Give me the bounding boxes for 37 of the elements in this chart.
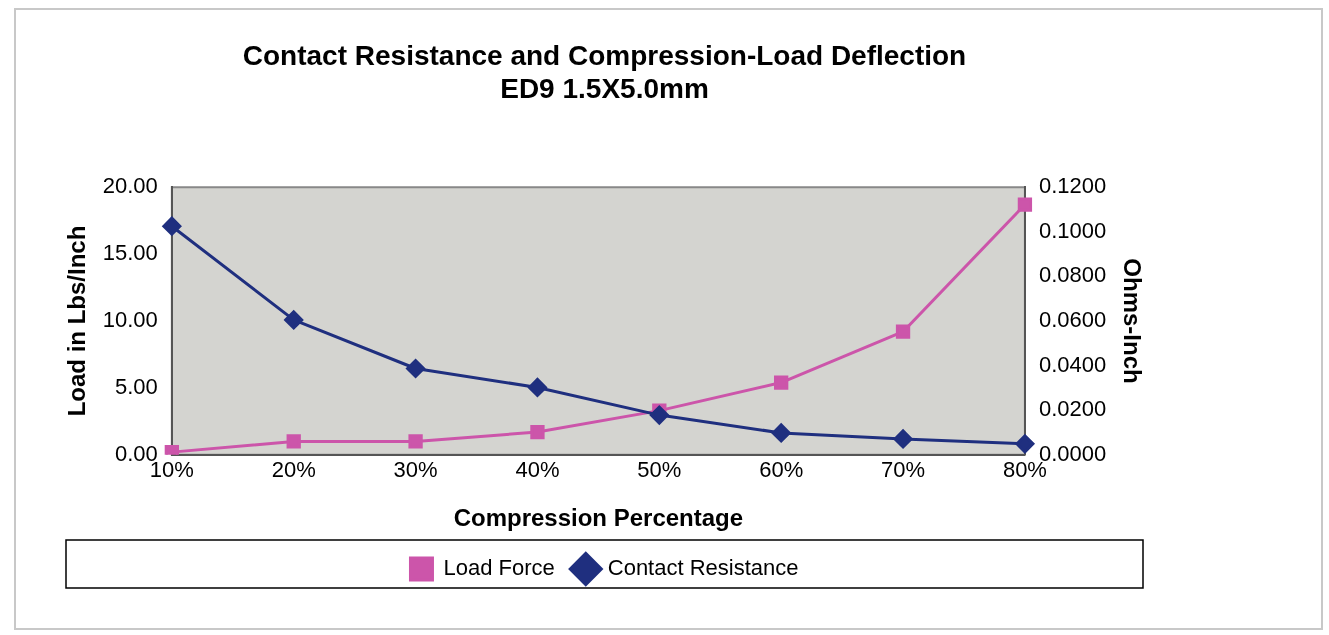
y2-tick-label: 0.1000: [1038, 217, 1107, 243]
point: [771, 423, 791, 443]
point: [408, 434, 423, 449]
point: [1017, 197, 1033, 212]
legend-label: Contact Resistance: [607, 555, 799, 581]
x-tick-label: 20%: [271, 457, 316, 483]
point: [286, 434, 301, 449]
text: ED9 1.5X5.0mm: [500, 73, 709, 105]
y2-tick-label: 0.0200: [1038, 396, 1107, 422]
x-tick-label: 70%: [881, 457, 926, 483]
y-axis-title: Load in Lbs/Inch: [63, 225, 91, 417]
point: [162, 216, 182, 236]
point: [1015, 434, 1035, 454]
y2-tick-label: 0.0400: [1038, 351, 1107, 377]
x-tick-label: 50%: [637, 457, 682, 483]
point: [284, 310, 304, 330]
y-tick-label: 15.00: [102, 240, 158, 266]
y2-axis-title: Ohms-Inch: [1118, 258, 1146, 384]
text: Contact Resistance and Compression-Load Deflection: [242, 39, 967, 71]
point: [406, 359, 426, 378]
point: [527, 377, 547, 397]
x-tick-label: 60%: [759, 457, 804, 483]
point: [649, 405, 669, 425]
point: [895, 324, 911, 339]
point: [893, 429, 913, 449]
point: [530, 424, 545, 440]
x-axis-title: Compression Percentage: [453, 504, 744, 532]
y-tick-label: 10.00: [102, 307, 158, 333]
x-tick-label: 30%: [393, 457, 438, 483]
legend-label: Load Force: [443, 555, 555, 581]
x-tick-label: 40%: [515, 457, 560, 483]
y-tick-label: 20.00: [102, 173, 158, 199]
y-tick-label: 5.00: [115, 373, 158, 399]
point: [774, 375, 789, 390]
y2-tick-label: 0.1200: [1038, 173, 1107, 199]
y2-tick-label: 0.0800: [1038, 262, 1107, 288]
y2-tick-label: 0.0600: [1038, 307, 1107, 333]
